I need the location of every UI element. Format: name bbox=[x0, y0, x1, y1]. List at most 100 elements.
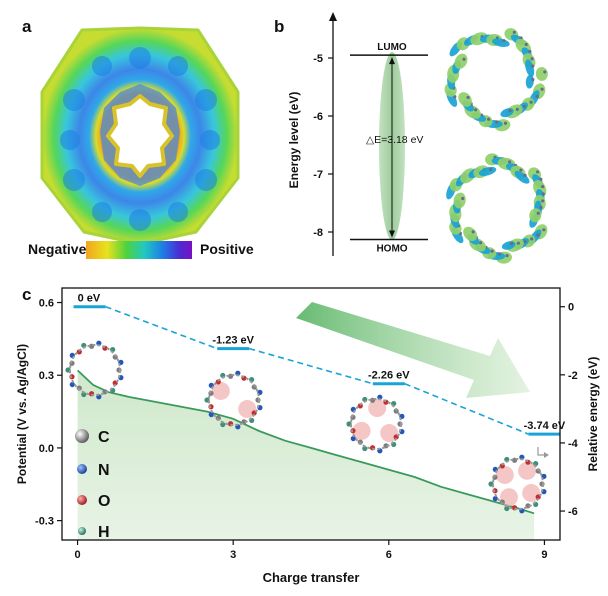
scale-negative-label: Negative bbox=[28, 241, 87, 257]
molecule-ring bbox=[492, 458, 544, 510]
molecule-ring bbox=[69, 344, 121, 396]
orbital-atom bbox=[539, 205, 543, 210]
legend-atom-ball bbox=[75, 429, 89, 443]
orbital-atom bbox=[515, 107, 519, 111]
color-scale: Negative Positive bbox=[28, 241, 254, 259]
molecule-atom bbox=[391, 400, 397, 407]
gap-arrow-head-bottom bbox=[389, 230, 395, 238]
orbital-atom bbox=[529, 100, 533, 104]
orbital-atom bbox=[528, 49, 532, 54]
scale-bar bbox=[86, 241, 192, 259]
orbital-atom bbox=[541, 184, 545, 189]
molecule-atom bbox=[118, 359, 124, 365]
orbital-atom bbox=[488, 167, 493, 172]
orbital-lobe bbox=[453, 192, 466, 209]
orbital-atom bbox=[531, 77, 535, 82]
orbital-atom bbox=[535, 94, 539, 98]
orbital-atom bbox=[486, 117, 491, 121]
x-tick-label: 3 bbox=[230, 549, 236, 561]
energy-level-label: -2.26 eV bbox=[368, 370, 410, 382]
orbital-atom bbox=[519, 168, 523, 172]
legend-atom-ball bbox=[77, 464, 87, 474]
x-axis-title: Charge transfer bbox=[263, 570, 360, 585]
legend-element-label: N bbox=[98, 462, 110, 479]
orbital-atom bbox=[479, 241, 483, 245]
orbital-atom bbox=[535, 170, 540, 174]
y2-tick-label: -2 bbox=[568, 370, 578, 382]
orbital-atom bbox=[495, 120, 499, 124]
orbital-atom bbox=[543, 70, 547, 74]
panel-a-label: a bbox=[22, 17, 32, 36]
orbital-lobe bbox=[458, 92, 472, 107]
orbital-atom bbox=[519, 36, 523, 40]
energy-tick-label: -5 bbox=[313, 53, 323, 65]
gap-arrow-head-top bbox=[389, 57, 395, 65]
chart-c: 0 eV -1.23 eV -2.26 eV -3.74 eV 0 3 6 9 0.6 0.3 0… bbox=[15, 287, 600, 585]
molecule-atom bbox=[541, 473, 547, 479]
right-axis-indicator bbox=[537, 447, 546, 456]
scale-positive-label: Positive bbox=[200, 241, 254, 257]
adsorbed-ion bbox=[352, 421, 371, 440]
y-axis-title: Potential (V vs. Ag/AgCl) bbox=[15, 344, 29, 484]
orbital-atom bbox=[497, 252, 501, 256]
y2-tick-label: 0 bbox=[568, 302, 574, 314]
molecule-atom bbox=[110, 346, 116, 353]
panel-b-label: b bbox=[274, 17, 284, 36]
molecule-atom bbox=[504, 505, 510, 512]
legend-element-label: H bbox=[98, 524, 110, 541]
molecule-illustration bbox=[204, 370, 263, 430]
lumo-orbital-image bbox=[444, 28, 548, 132]
orbital-atom bbox=[541, 199, 545, 203]
molecule-atom bbox=[249, 376, 255, 383]
potential-area-fill bbox=[77, 370, 535, 540]
y-tick-label: -0.3 bbox=[35, 516, 54, 528]
orbital-atom bbox=[502, 39, 506, 43]
orbital-atom bbox=[540, 87, 544, 91]
molecule-atom bbox=[69, 381, 75, 388]
esp-blue-lobes bbox=[60, 47, 220, 231]
orbital-atom bbox=[512, 30, 516, 34]
molecule-ring bbox=[350, 398, 402, 450]
orbital-lobe bbox=[525, 59, 535, 77]
orbital-atom bbox=[541, 192, 545, 196]
orbital-atom bbox=[508, 160, 512, 164]
y-tick-label: 0.3 bbox=[39, 370, 54, 382]
orbital-atom bbox=[530, 237, 534, 241]
molecule-atom bbox=[220, 421, 226, 428]
y2-axis-title: Relative energy (eV) bbox=[586, 357, 600, 472]
energy-tick-label: -8 bbox=[313, 227, 323, 239]
orbital-atom bbox=[516, 241, 520, 245]
molecule-ring bbox=[208, 374, 260, 426]
molecule-atom bbox=[533, 460, 539, 467]
energy-level-label: -1.23 eV bbox=[212, 335, 254, 347]
legend-atom-ball bbox=[77, 495, 87, 505]
adsorbed-ion bbox=[518, 461, 537, 480]
orbital-atom bbox=[505, 254, 509, 258]
plot-frame bbox=[61, 287, 561, 541]
orbital-atom bbox=[461, 196, 465, 201]
orbital-atom bbox=[508, 109, 512, 113]
orbital-atom bbox=[510, 241, 514, 246]
trend-arrow bbox=[296, 302, 530, 398]
molecule-atom bbox=[81, 391, 87, 398]
energy-gap-label: △E=3.18 eV bbox=[366, 134, 423, 146]
homo-orbital-image bbox=[446, 153, 548, 264]
legend-element-label: C bbox=[98, 429, 110, 446]
adsorbed-ion bbox=[495, 465, 514, 484]
orbital-atom bbox=[536, 233, 540, 237]
orbital-atom bbox=[530, 57, 534, 61]
orbital-atom bbox=[523, 173, 527, 177]
y-tick-label: 0.6 bbox=[39, 298, 54, 310]
adsorbed-ion bbox=[211, 381, 230, 400]
legend-atom-ball bbox=[78, 527, 86, 535]
orbital-atom bbox=[490, 249, 494, 253]
x-tick-label: 6 bbox=[386, 549, 392, 561]
energy-tick-label: -7 bbox=[313, 169, 323, 181]
panel-c-label: c bbox=[22, 285, 31, 304]
adsorbed-ion bbox=[368, 399, 387, 418]
y2-tick-label: -6 bbox=[568, 506, 578, 518]
legend-element-label: O bbox=[98, 493, 110, 510]
energy-level-label: -3.74 eV bbox=[524, 420, 566, 432]
orbital-atom bbox=[471, 230, 475, 234]
